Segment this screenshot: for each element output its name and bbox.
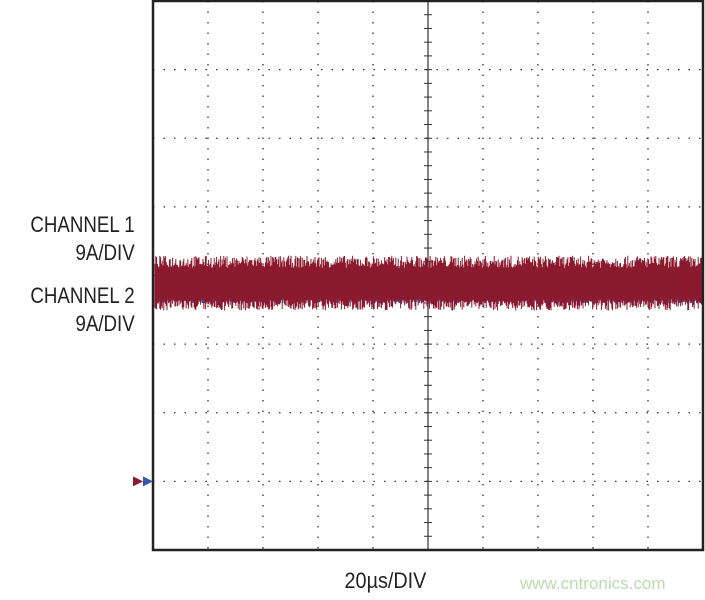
channel-2-label: CHANNEL 2 (30, 283, 135, 308)
ground-marker-channel-2 (143, 476, 153, 487)
trace-channel-1 (154, 255, 704, 311)
channel-2-scale: 9A/DIV (75, 311, 135, 336)
channel-1-label: CHANNEL 1 (30, 212, 135, 237)
x-axis-label: 20µs/DIV (344, 568, 427, 593)
ground-marker-channel-1 (133, 476, 143, 487)
channel-1-scale: 9A/DIV (75, 240, 135, 265)
watermark: www.cntronics.com (520, 574, 666, 593)
plot-frame (151, 0, 705, 552)
